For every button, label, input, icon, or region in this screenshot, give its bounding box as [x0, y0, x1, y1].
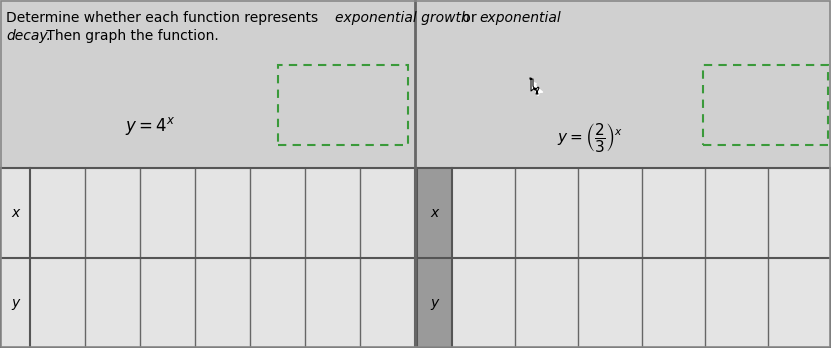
- Text: $y = \left(\dfrac{2}{3}\right)^x$: $y = \left(\dfrac{2}{3}\right)^x$: [557, 121, 623, 155]
- Text: $y = 4^x$: $y = 4^x$: [125, 115, 175, 137]
- Bar: [278, 65, 408, 145]
- Text: y: y: [430, 296, 439, 310]
- Text: or: or: [458, 11, 481, 25]
- Bar: [452, 168, 831, 348]
- Text: exponential: exponential: [479, 11, 561, 25]
- Text: decay.: decay.: [6, 29, 51, 43]
- Text: Then graph the function.: Then graph the function.: [42, 29, 219, 43]
- Bar: [703, 65, 828, 145]
- Bar: [0, 168, 415, 348]
- Bar: [0, 0, 831, 168]
- Bar: [417, 168, 452, 348]
- Text: exponential growth: exponential growth: [335, 11, 470, 25]
- Polygon shape: [530, 78, 539, 94]
- Text: y: y: [11, 296, 19, 310]
- Text: Determine whether each function represents: Determine whether each function represen…: [6, 11, 322, 25]
- Bar: [0, 168, 831, 348]
- Text: x: x: [11, 206, 19, 220]
- Text: x: x: [430, 206, 439, 220]
